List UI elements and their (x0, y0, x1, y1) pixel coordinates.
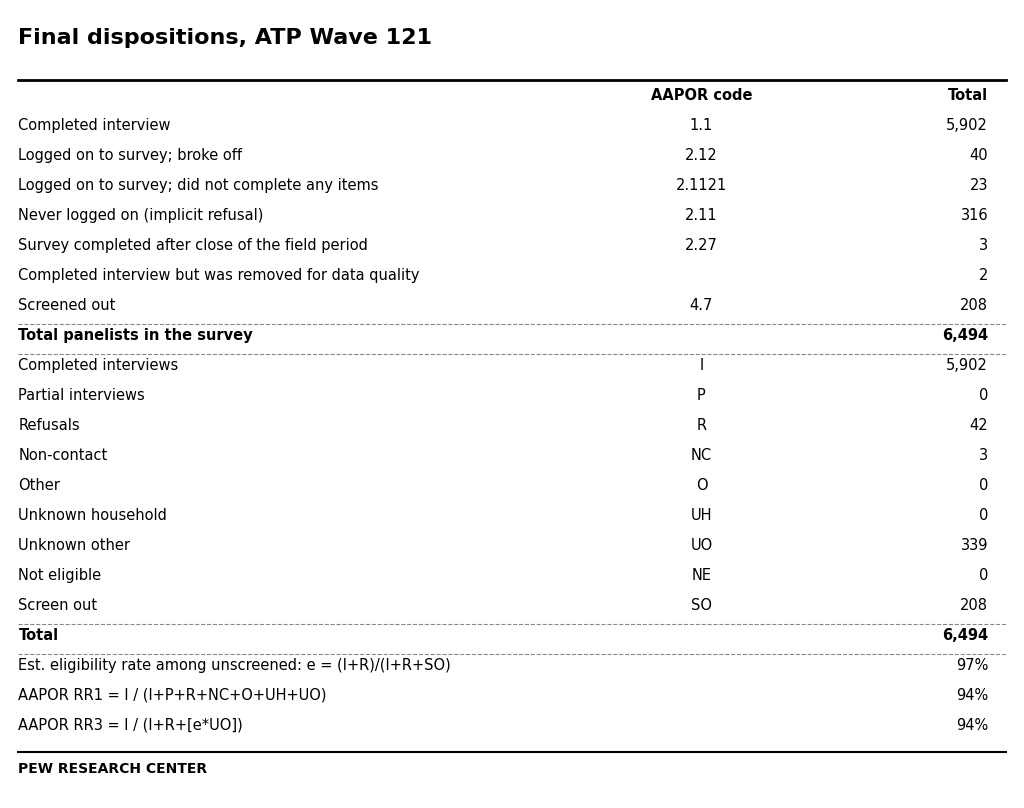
Text: 6,494: 6,494 (942, 628, 988, 643)
Text: 2: 2 (979, 268, 988, 283)
Text: Screened out: Screened out (18, 298, 116, 313)
Text: UO: UO (690, 538, 713, 553)
Text: 0: 0 (979, 508, 988, 523)
Text: I: I (699, 358, 703, 373)
Text: Unknown household: Unknown household (18, 508, 167, 523)
Text: 2.1121: 2.1121 (676, 178, 727, 193)
Text: Total: Total (18, 628, 58, 643)
Text: 208: 208 (961, 598, 988, 613)
Text: 94%: 94% (956, 718, 988, 733)
Text: AAPOR code: AAPOR code (650, 88, 753, 103)
Text: Logged on to survey; broke off: Logged on to survey; broke off (18, 148, 243, 163)
Text: Final dispositions, ATP Wave 121: Final dispositions, ATP Wave 121 (18, 28, 432, 48)
Text: Logged on to survey; did not complete any items: Logged on to survey; did not complete an… (18, 178, 379, 193)
Text: UH: UH (691, 508, 712, 523)
Text: 339: 339 (961, 538, 988, 553)
Text: Completed interview: Completed interview (18, 118, 171, 133)
Text: 23: 23 (970, 178, 988, 193)
Text: 208: 208 (961, 298, 988, 313)
Text: 40: 40 (970, 148, 988, 163)
Text: 6,494: 6,494 (942, 328, 988, 343)
Text: Never logged on (implicit refusal): Never logged on (implicit refusal) (18, 208, 264, 223)
Text: 42: 42 (970, 418, 988, 433)
Text: 3: 3 (979, 448, 988, 463)
Text: AAPOR RR3 = I / (I+R+[e*UO]): AAPOR RR3 = I / (I+R+[e*UO]) (18, 718, 243, 733)
Text: Completed interview but was removed for data quality: Completed interview but was removed for … (18, 268, 420, 283)
Text: 97%: 97% (955, 658, 988, 673)
Text: Other: Other (18, 478, 60, 493)
Text: NE: NE (691, 568, 712, 583)
Text: 2.11: 2.11 (685, 208, 718, 223)
Text: 0: 0 (979, 388, 988, 403)
Text: Non-contact: Non-contact (18, 448, 108, 463)
Text: Not eligible: Not eligible (18, 568, 101, 583)
Text: Partial interviews: Partial interviews (18, 388, 145, 403)
Text: Est. eligibility rate among unscreened: e = (I+R)/(I+R+SO): Est. eligibility rate among unscreened: … (18, 658, 452, 673)
Text: Total panelists in the survey: Total panelists in the survey (18, 328, 253, 343)
Text: O: O (695, 478, 708, 493)
Text: NC: NC (691, 448, 712, 463)
Text: Screen out: Screen out (18, 598, 97, 613)
Text: 5,902: 5,902 (946, 118, 988, 133)
Text: 0: 0 (979, 568, 988, 583)
Text: Refusals: Refusals (18, 418, 80, 433)
Text: 4.7: 4.7 (690, 298, 713, 313)
Text: Total: Total (948, 88, 988, 103)
Text: R: R (696, 418, 707, 433)
Text: 94%: 94% (956, 688, 988, 703)
Text: 2.27: 2.27 (685, 238, 718, 253)
Text: 316: 316 (961, 208, 988, 223)
Text: PEW RESEARCH CENTER: PEW RESEARCH CENTER (18, 762, 208, 776)
Text: Completed interviews: Completed interviews (18, 358, 178, 373)
Text: 2.12: 2.12 (685, 148, 718, 163)
Text: AAPOR RR1 = I / (I+P+R+NC+O+UH+UO): AAPOR RR1 = I / (I+P+R+NC+O+UH+UO) (18, 688, 327, 703)
Text: 3: 3 (979, 238, 988, 253)
Text: Survey completed after close of the field period: Survey completed after close of the fiel… (18, 238, 369, 253)
Text: 0: 0 (979, 478, 988, 493)
Text: Unknown other: Unknown other (18, 538, 130, 553)
Text: 5,902: 5,902 (946, 358, 988, 373)
Text: P: P (697, 388, 706, 403)
Text: SO: SO (691, 598, 712, 613)
Text: 1.1: 1.1 (690, 118, 713, 133)
